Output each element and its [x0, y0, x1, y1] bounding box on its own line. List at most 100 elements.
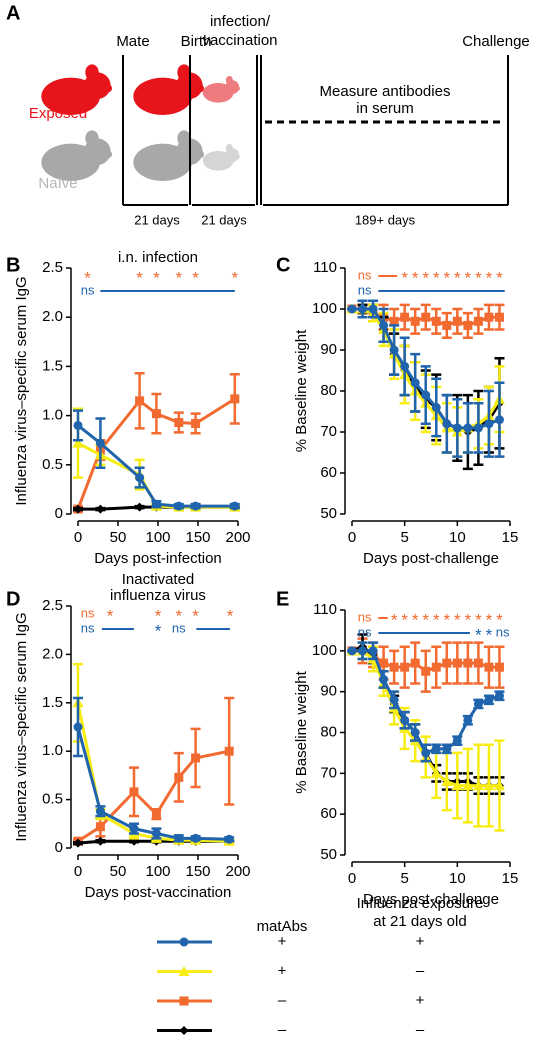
marker — [484, 312, 494, 322]
x-tick-label: 0 — [348, 870, 356, 887]
legend-cell: – — [416, 1021, 425, 1038]
legend-cell: – — [278, 1021, 287, 1038]
group-label: Exposed — [29, 105, 87, 122]
y-tick-label: 90 — [320, 341, 337, 358]
marker — [73, 722, 83, 732]
marker — [95, 836, 105, 846]
marker — [358, 304, 368, 314]
marker — [95, 504, 105, 514]
significance-label: * — [155, 621, 162, 640]
marker — [379, 674, 389, 684]
marker — [174, 501, 184, 511]
panel-label: D — [6, 588, 20, 610]
significance-label: * — [454, 268, 461, 287]
significance-label: * — [465, 610, 472, 629]
significance-label: * — [496, 268, 503, 287]
x-tick-label: 150 — [185, 863, 210, 880]
marker — [179, 937, 189, 947]
marker — [400, 361, 410, 371]
significance-label: * — [192, 606, 199, 625]
significance-label: * — [443, 610, 450, 629]
significance-label: * — [433, 268, 440, 287]
y-tick-label: 2.0 — [42, 308, 63, 325]
significance-label: * — [84, 268, 91, 287]
group-label: Naïve — [38, 175, 77, 192]
significance-label: * — [391, 610, 398, 629]
measure-label: Measure antibodies — [320, 83, 451, 100]
marker — [442, 658, 452, 668]
marker — [452, 736, 462, 746]
y-tick-label: 100 — [312, 300, 337, 317]
marker — [400, 715, 410, 725]
timeline — [122, 55, 509, 206]
interval-label: 21 days — [201, 212, 247, 227]
stage-label: vaccination — [202, 32, 277, 49]
legend-cell: – — [416, 962, 425, 979]
marker — [410, 658, 420, 668]
marker — [174, 772, 184, 782]
marker — [230, 394, 240, 404]
significance-label: * — [422, 268, 429, 287]
marker — [463, 715, 473, 725]
legend-cell: – — [278, 992, 287, 1009]
significance-label: ns — [496, 624, 510, 639]
significance-label: * — [443, 268, 450, 287]
stage-label: infection/ — [210, 13, 271, 30]
significance-label: ns — [358, 609, 372, 624]
legend-cell: + — [278, 962, 287, 979]
marker — [463, 658, 473, 668]
x-axis-label: Days post-vaccination — [85, 884, 232, 901]
x-tick-label: 10 — [449, 870, 466, 887]
marker — [473, 423, 483, 433]
mouse-icon — [200, 144, 240, 171]
marker — [442, 419, 452, 429]
legend-header: at 21 days old — [373, 913, 466, 930]
marker — [174, 417, 184, 427]
marker — [452, 423, 462, 433]
significance-label: * — [486, 610, 493, 629]
y-tick-label: 60 — [320, 464, 337, 481]
y-tick-label: 2.5 — [42, 259, 63, 276]
significance-label: * — [175, 268, 182, 287]
marker — [494, 662, 504, 672]
marker — [73, 504, 83, 514]
significance-label: * — [175, 606, 182, 625]
marker — [73, 420, 83, 430]
x-tick-label: 100 — [145, 529, 170, 546]
y-tick-label: 50 — [320, 846, 337, 863]
significance-label: * — [465, 268, 472, 287]
marker — [95, 438, 105, 448]
marker — [410, 728, 420, 737]
marker — [73, 838, 83, 848]
series — [73, 696, 235, 845]
significance-label: ns — [81, 282, 95, 297]
mouse-icon — [36, 130, 204, 181]
marker — [400, 662, 410, 672]
y-tick-label: 1.5 — [42, 357, 63, 374]
significance-label: * — [454, 610, 461, 629]
significance-label: * — [475, 268, 482, 287]
marker — [129, 824, 139, 834]
marker — [379, 320, 389, 330]
marker — [95, 806, 105, 816]
significance-label: * — [486, 625, 493, 644]
x-tick-label: 5 — [400, 529, 408, 546]
x-axis-label: Days post-challenge — [363, 550, 499, 567]
significance-label: ns — [81, 605, 95, 620]
y-tick-label: 60 — [320, 805, 337, 822]
significance-label: * — [401, 268, 408, 287]
marker — [347, 304, 357, 314]
marker — [129, 787, 139, 797]
marker — [431, 316, 441, 326]
marker — [151, 809, 161, 819]
marker — [174, 833, 184, 843]
significance-label: * — [412, 268, 419, 287]
marker — [224, 746, 234, 756]
marker — [494, 415, 504, 425]
marker — [472, 780, 484, 791]
significance-label: * — [155, 606, 162, 625]
x-tick-label: 0 — [74, 529, 82, 546]
y-tick-label: 70 — [320, 423, 337, 440]
measure-label: in serum — [356, 100, 414, 117]
marker — [191, 753, 201, 763]
